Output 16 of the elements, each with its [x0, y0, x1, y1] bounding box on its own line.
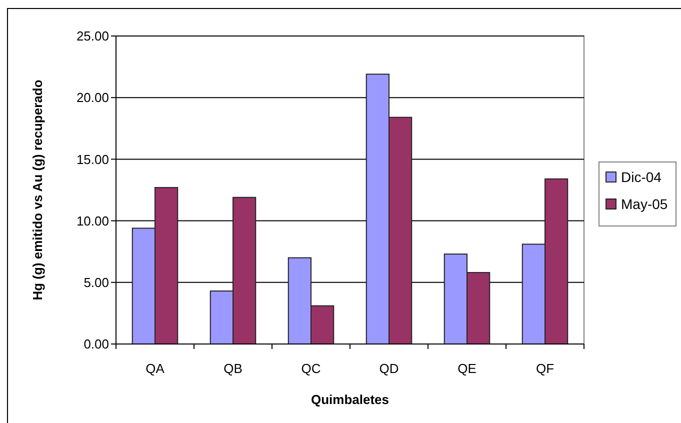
x-axis-title: Quimbaletes [310, 392, 390, 407]
y-tick-label: 0.00 [84, 336, 109, 352]
y-tick-label: 25.00 [76, 28, 109, 44]
legend-label: May-05 [621, 196, 668, 212]
x-tick-label: QB [224, 361, 242, 376]
y-tick-label: 10.00 [76, 213, 109, 228]
x-tick-label: QC [301, 361, 321, 376]
legend-label: Dic-04 [621, 169, 662, 185]
x-tick-label: QE [458, 361, 477, 376]
x-tick-label: QA [146, 361, 165, 376]
y-tick-label: 15.00 [76, 152, 109, 167]
y-tick-label: 20.00 [76, 90, 109, 106]
x-tick-label: QF [536, 361, 554, 376]
y-axis-title: Hg (g) emitido vs Au (g) recuperado [30, 80, 45, 300]
y-tick-label: 5.00 [84, 274, 109, 290]
x-tick-label: QD [379, 361, 399, 376]
